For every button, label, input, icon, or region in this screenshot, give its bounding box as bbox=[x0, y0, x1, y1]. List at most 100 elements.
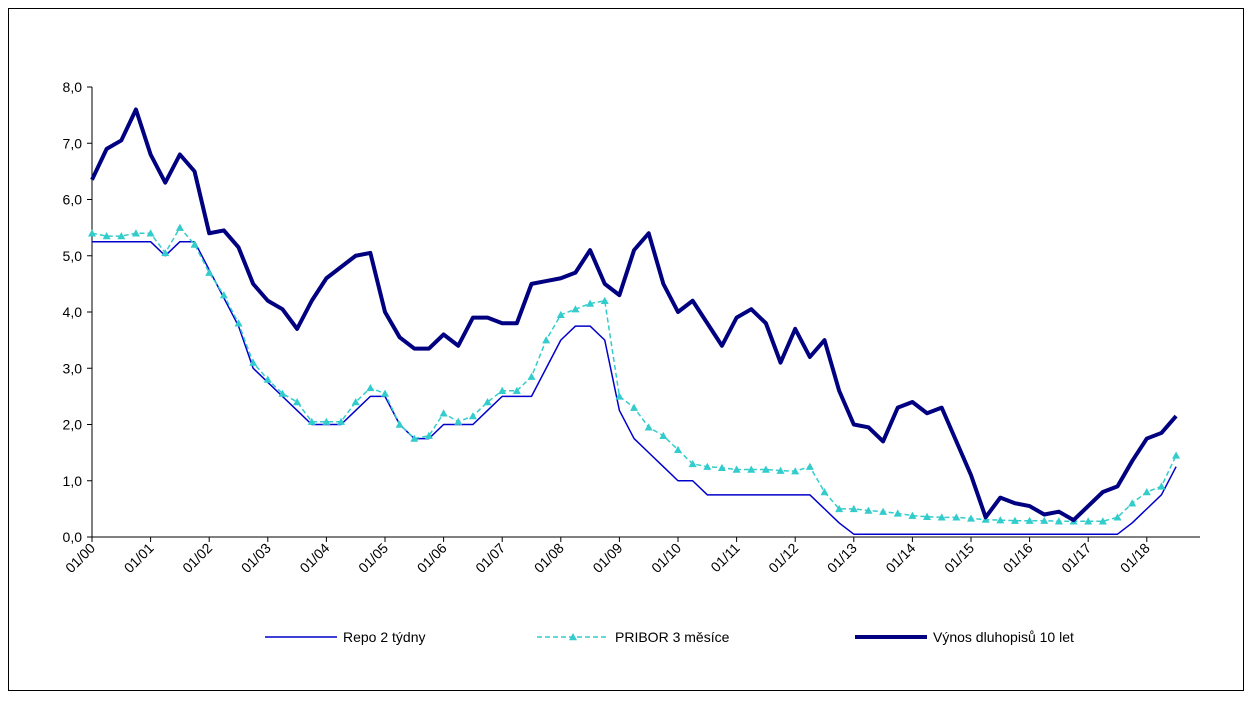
series-line bbox=[90, 107, 1178, 523]
point-marker bbox=[1128, 499, 1137, 507]
point-marker bbox=[468, 412, 477, 420]
point-marker bbox=[307, 417, 316, 425]
legend-marker bbox=[569, 633, 577, 641]
x-tick-label: 01/15 bbox=[941, 540, 977, 576]
point-marker bbox=[351, 398, 360, 406]
chart-frame bbox=[8, 8, 1244, 691]
point-marker bbox=[630, 403, 639, 411]
point-marker bbox=[791, 467, 800, 475]
point-marker bbox=[1010, 516, 1019, 524]
point-marker bbox=[849, 504, 858, 513]
point-marker bbox=[996, 516, 1005, 524]
x-tick-label: 01/02 bbox=[179, 540, 215, 576]
x-tick-label: 01/11 bbox=[707, 540, 743, 576]
point-marker bbox=[967, 514, 975, 522]
point-marker bbox=[278, 389, 287, 397]
point-marker bbox=[542, 336, 551, 344]
series-line bbox=[92, 240, 1177, 535]
point-marker bbox=[1157, 482, 1166, 490]
point-marker bbox=[659, 431, 668, 439]
legend-label: Repo 2 týdny bbox=[343, 629, 426, 645]
point-marker bbox=[937, 513, 946, 521]
point-marker bbox=[600, 296, 609, 304]
point-marker bbox=[424, 431, 433, 439]
point-marker bbox=[205, 268, 214, 276]
legend-label: PRIBOR 3 měsíce bbox=[615, 629, 730, 645]
x-tick-label: 01/07 bbox=[472, 540, 508, 576]
y-tick-label: 3,0 bbox=[63, 360, 83, 376]
point-marker bbox=[263, 375, 272, 383]
point-marker bbox=[483, 398, 492, 406]
y-tick-label: 2,0 bbox=[63, 417, 83, 433]
legend-label: Výnos dluhopisů 10 let bbox=[933, 629, 1074, 645]
point-marker bbox=[1142, 488, 1151, 496]
x-tick-label: 01/17 bbox=[1058, 540, 1094, 576]
x-tick-label: 01/18 bbox=[1117, 540, 1153, 576]
point-marker bbox=[117, 232, 126, 240]
point-marker bbox=[805, 462, 814, 470]
point-marker bbox=[102, 232, 111, 240]
point-marker bbox=[703, 462, 712, 470]
point-marker bbox=[337, 417, 346, 425]
point-marker bbox=[586, 299, 595, 307]
point-marker bbox=[454, 417, 463, 425]
point-marker bbox=[864, 506, 873, 514]
x-tick-label: 01/10 bbox=[648, 540, 684, 576]
point-marker bbox=[219, 291, 228, 299]
x-tick-label: 01/04 bbox=[296, 540, 332, 576]
point-marker bbox=[498, 386, 507, 394]
point-marker bbox=[146, 229, 155, 237]
point-marker bbox=[131, 229, 140, 237]
series-line bbox=[91, 226, 1177, 522]
y-tick-label: 6,0 bbox=[63, 192, 83, 208]
point-marker bbox=[893, 509, 902, 517]
x-tick-label: 01/06 bbox=[414, 540, 450, 576]
point-marker bbox=[615, 392, 624, 400]
point-marker bbox=[234, 319, 243, 327]
point-marker bbox=[717, 463, 726, 472]
point-marker bbox=[732, 465, 741, 473]
point-marker bbox=[381, 389, 389, 397]
point-marker bbox=[1040, 516, 1049, 524]
point-marker bbox=[1084, 517, 1093, 525]
x-tick-label: 01/14 bbox=[882, 540, 918, 576]
x-tick-label: 01/03 bbox=[238, 540, 274, 576]
point-marker bbox=[88, 229, 96, 237]
point-marker bbox=[747, 465, 756, 473]
x-tick-label: 01/00 bbox=[62, 540, 98, 576]
y-tick-label: 8,0 bbox=[63, 79, 83, 95]
point-marker bbox=[410, 434, 419, 442]
x-tick-label: 01/05 bbox=[355, 540, 391, 576]
point-marker bbox=[322, 417, 331, 425]
point-marker bbox=[161, 248, 170, 257]
point-marker bbox=[512, 386, 521, 394]
x-tick-label: 01/01 bbox=[121, 540, 157, 576]
point-marker bbox=[1172, 451, 1181, 459]
point-marker bbox=[776, 466, 785, 474]
point-marker bbox=[395, 420, 404, 428]
point-marker bbox=[439, 409, 448, 417]
y-tick-label: 7,0 bbox=[63, 135, 83, 151]
point-marker bbox=[366, 383, 375, 392]
point-marker bbox=[835, 504, 844, 513]
point-marker bbox=[923, 512, 932, 520]
point-marker bbox=[571, 305, 580, 313]
point-marker bbox=[527, 372, 536, 380]
point-marker bbox=[556, 310, 565, 319]
point-marker bbox=[293, 398, 302, 406]
point-marker bbox=[688, 459, 697, 468]
point-marker bbox=[761, 465, 770, 473]
point-marker bbox=[1098, 517, 1107, 525]
x-tick-label: 01/16 bbox=[1000, 540, 1036, 576]
point-marker bbox=[952, 513, 961, 521]
point-marker bbox=[644, 423, 653, 431]
x-tick-label: 01/08 bbox=[531, 540, 567, 576]
y-tick-label: 1,0 bbox=[63, 473, 83, 489]
point-marker bbox=[879, 507, 888, 515]
point-marker bbox=[1025, 516, 1034, 524]
point-marker bbox=[820, 488, 829, 496]
y-tick-label: 0,0 bbox=[63, 529, 83, 545]
y-tick-label: 5,0 bbox=[63, 248, 83, 264]
point-marker bbox=[190, 240, 199, 248]
